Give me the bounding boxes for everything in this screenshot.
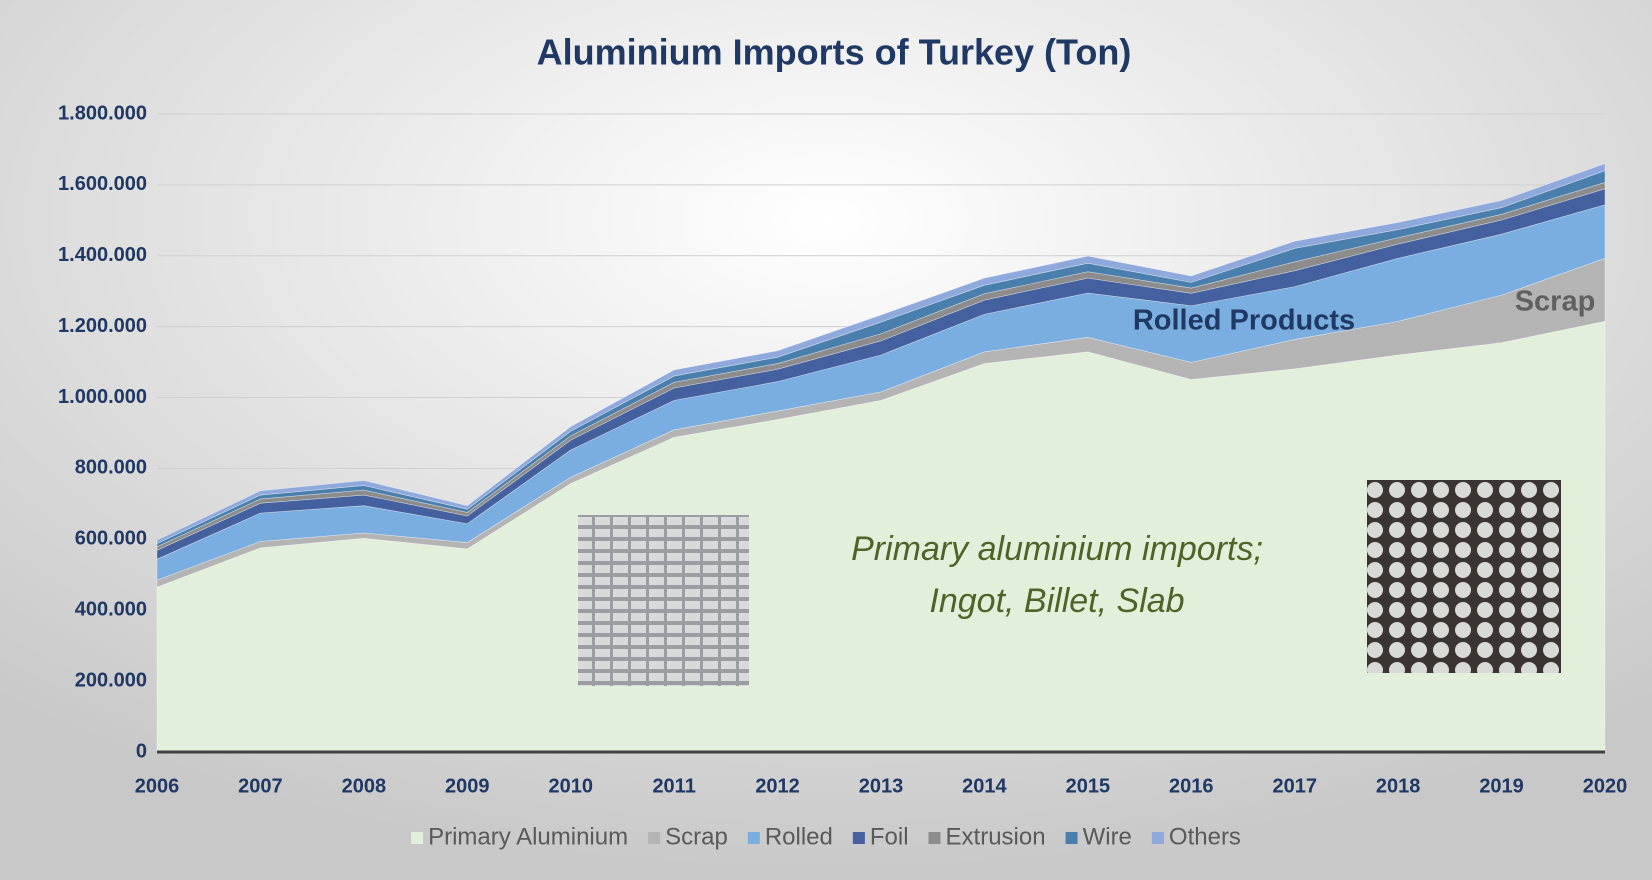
- ingot-photo: [578, 515, 749, 686]
- x-tick-label: 2007: [238, 775, 283, 797]
- x-tick-label: 2011: [652, 775, 695, 797]
- legend-label: Others: [1169, 823, 1241, 850]
- annotation: Primary aluminium imports;: [851, 530, 1263, 568]
- x-tick-label: 2016: [1169, 775, 1214, 797]
- legend-swatch: [648, 832, 661, 844]
- legend-label: Extrusion: [946, 823, 1046, 850]
- y-tick-label: 1.800.000: [58, 102, 147, 124]
- chart-title: Aluminium Imports of Turkey (Ton): [537, 32, 1132, 73]
- legend-label: Foil: [870, 823, 909, 850]
- y-tick-label: 1.000.000: [58, 386, 147, 408]
- annotation: Ingot, Billet, Slab: [929, 582, 1184, 620]
- y-tick-label: 0: [136, 740, 147, 762]
- legend-swatch: [928, 832, 941, 844]
- y-tick-label: 200.000: [75, 669, 147, 691]
- x-tick-label: 2010: [548, 775, 593, 797]
- legend-swatch: [1151, 832, 1164, 844]
- legend-swatch: [411, 832, 424, 844]
- legend-swatch: [1065, 832, 1078, 844]
- annotation: Rolled Products: [1133, 305, 1355, 337]
- legend-label: Primary Aluminium: [428, 823, 628, 850]
- x-tick-label: 2008: [342, 775, 387, 797]
- x-tick-label: 2009: [445, 775, 490, 797]
- x-tick-label: 2015: [1066, 775, 1111, 797]
- x-tick-label: 2020: [1583, 775, 1628, 797]
- legend-label: Rolled: [765, 823, 833, 850]
- y-tick-label: 400.000: [75, 599, 147, 621]
- legend-label: Scrap: [665, 823, 728, 850]
- annotation: Scrap: [1515, 286, 1596, 318]
- x-tick-label: 2019: [1479, 775, 1524, 797]
- y-tick-label: 600.000: [75, 528, 147, 550]
- x-tick-label: 2014: [962, 775, 1007, 797]
- legend-label: Wire: [1083, 823, 1132, 850]
- y-tick-label: 1.400.000: [58, 244, 147, 266]
- y-tick-label: 1.200.000: [58, 315, 147, 337]
- legend-swatch: [747, 832, 760, 844]
- y-tick-label: 1.600.000: [58, 173, 147, 195]
- billet-photo: [1367, 480, 1561, 673]
- x-tick-label: 2012: [755, 775, 800, 797]
- x-tick-label: 2017: [1272, 775, 1317, 797]
- area: [156, 163, 1606, 545]
- x-tick-label: 2018: [1376, 775, 1421, 797]
- y-tick-label: 800.000: [75, 457, 147, 479]
- x-tick-label: 2006: [135, 775, 180, 797]
- legend-swatch: [852, 832, 865, 844]
- x-tick-label: 2013: [859, 775, 904, 797]
